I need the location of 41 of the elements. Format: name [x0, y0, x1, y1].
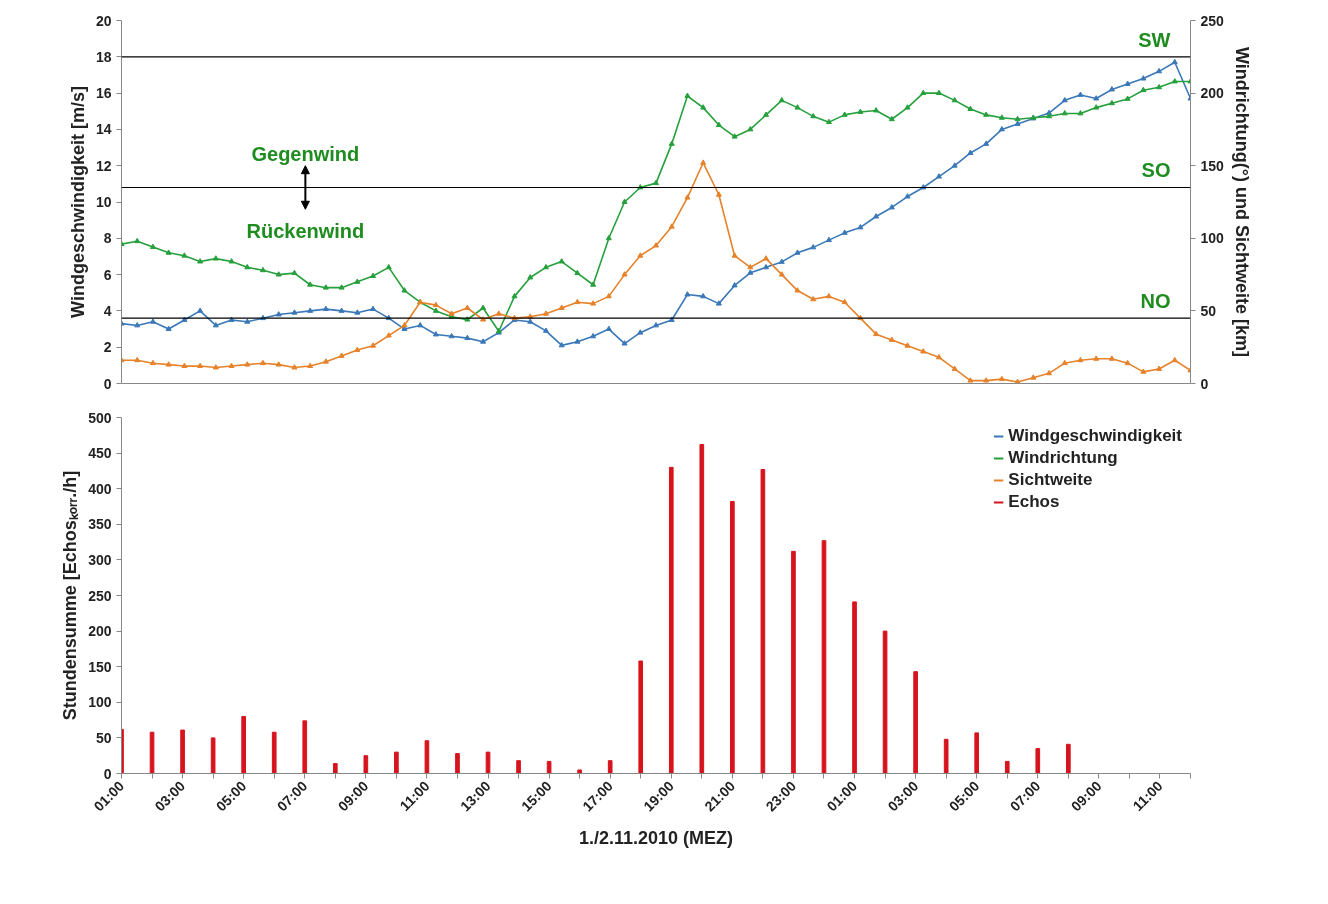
- y-tick-label: 350: [88, 516, 112, 533]
- y2-axis-title: Windrichtung(°) und Sichtweite [km]: [1231, 46, 1252, 358]
- legend-label: Windgeschwindigkeit: [1008, 425, 1182, 447]
- ref-line-label: NO: [1140, 290, 1171, 313]
- y-tick-label: 20: [95, 12, 112, 29]
- y-tick-label: 150: [88, 658, 112, 675]
- y-tick-label: 50: [95, 729, 112, 746]
- y-tick-label: 16: [95, 85, 112, 102]
- y2-tick-label: 100: [1200, 230, 1225, 247]
- x-axis-title: 1./2.11.2010 (MEZ): [578, 828, 734, 849]
- y-tick-label: 10: [95, 194, 112, 210]
- y-tick-label: 100: [88, 694, 112, 711]
- y-tick-label: 300: [88, 551, 112, 568]
- y-tick-label: 2: [103, 339, 112, 356]
- y2-tick-label: 200: [1200, 85, 1225, 102]
- y-tick-label: 200: [88, 623, 112, 640]
- y-tick-label: 250: [88, 587, 112, 604]
- y-tick-label: 500: [88, 409, 112, 426]
- annotation: Gegenwind: [251, 143, 360, 166]
- y-tick-label: 0: [103, 375, 112, 392]
- ref-line-label: SO: [1141, 159, 1171, 182]
- y-tick-label: 400: [88, 480, 112, 497]
- legend-label: Sichtweite: [1008, 469, 1093, 491]
- ref-line-label: SW: [1138, 28, 1171, 51]
- annotation: Rückenwind: [246, 220, 365, 243]
- y-tick-label: 18: [95, 48, 112, 65]
- y-tick-label: 8: [103, 230, 112, 247]
- y2-tick-label: 0: [1200, 375, 1209, 392]
- y-tick-label: 0: [103, 765, 112, 782]
- y-tick-label: 12: [95, 157, 112, 174]
- y-tick-label: 14: [95, 121, 112, 138]
- y2-tick-label: 150: [1200, 157, 1225, 174]
- legend-label: Windrichtung: [1008, 447, 1118, 469]
- y-tick-label: 450: [88, 445, 112, 462]
- y-tick-label: 6: [103, 266, 112, 283]
- y-axis-title: Stundensumme [Echosₖₒᵣᵣ./h]: [60, 470, 81, 721]
- y-axis-title: Windgeschwindigkeit [m/s]: [67, 86, 88, 318]
- y-tick-label: 4: [103, 302, 112, 319]
- y2-tick-label: 250: [1200, 12, 1225, 29]
- legend-label: Echos: [1008, 491, 1060, 513]
- y2-tick-label: 50: [1200, 302, 1217, 319]
